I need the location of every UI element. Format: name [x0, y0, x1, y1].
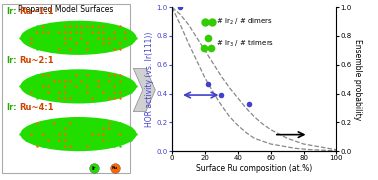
Y-axis label: Ensemble probability: Ensemble probability	[353, 39, 362, 120]
Text: Ir:: Ir:	[6, 103, 17, 112]
Text: Ru~4:1: Ru~4:1	[20, 103, 54, 112]
X-axis label: Surface Ru composition (at.%): Surface Ru composition (at.%)	[196, 164, 312, 173]
Y-axis label: HOR activity (vs. Ir(111)): HOR activity (vs. Ir(111))	[145, 31, 154, 127]
Text: Ir:: Ir:	[6, 7, 17, 16]
Polygon shape	[133, 68, 155, 112]
Ellipse shape	[20, 117, 136, 151]
Text: Ru~2:1: Ru~2:1	[20, 56, 54, 65]
FancyBboxPatch shape	[2, 4, 130, 173]
Text: Ru~1:1: Ru~1:1	[20, 7, 54, 16]
Ellipse shape	[20, 69, 136, 103]
Text: Prepared Model Surfaces: Prepared Model Surfaces	[18, 4, 113, 14]
Text: # Ir$_2$ / # dimers: # Ir$_2$ / # dimers	[216, 17, 273, 27]
Text: # Ir$_3$ / # trimers: # Ir$_3$ / # trimers	[216, 39, 274, 49]
Text: Ir:: Ir:	[6, 56, 17, 65]
Text: Ru: Ru	[112, 166, 118, 170]
Text: Ir: Ir	[92, 166, 96, 171]
Ellipse shape	[20, 21, 136, 55]
